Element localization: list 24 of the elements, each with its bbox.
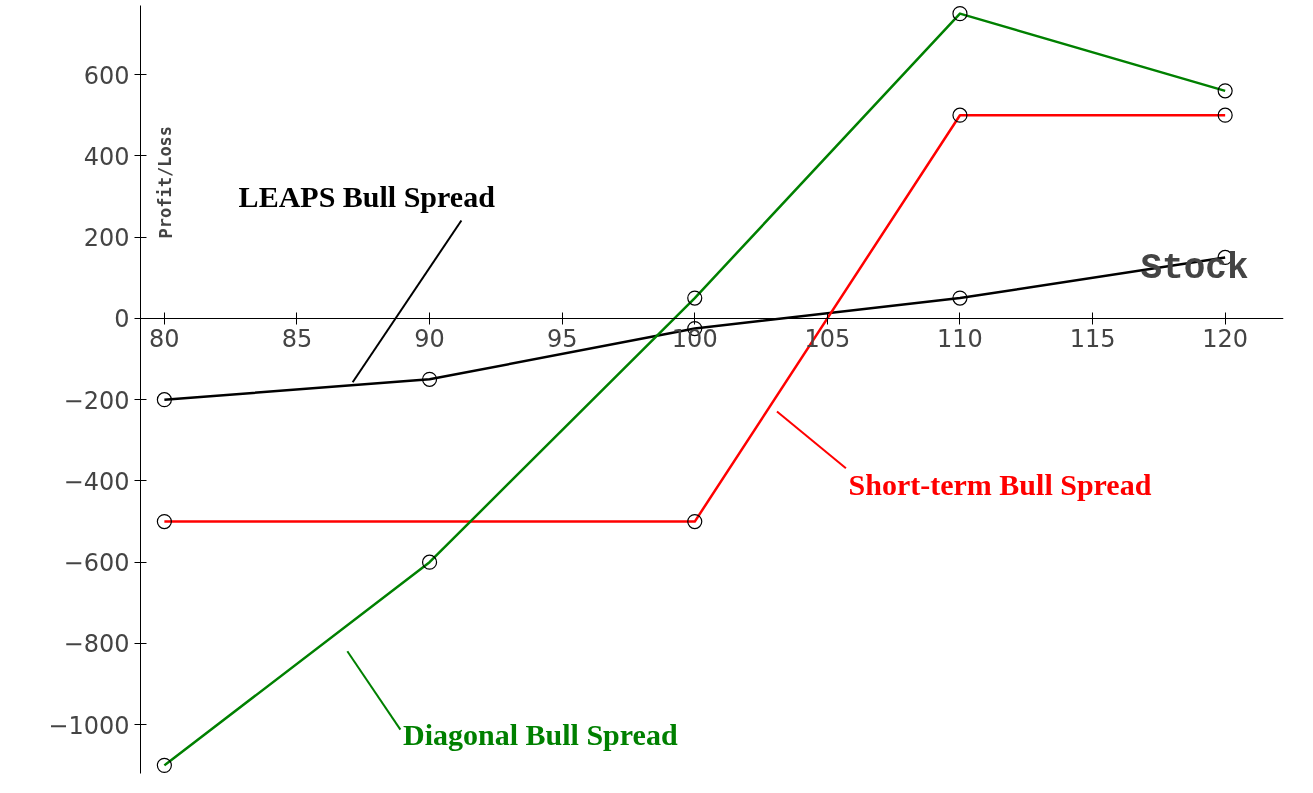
text: LEAPS Bull Spread — [238, 179, 496, 213]
y-tick-label: −600 — [63, 549, 130, 578]
x-tick-label: 100 — [671, 325, 718, 354]
y-tick-label: −400 — [63, 467, 130, 496]
text: Diagonal Bull Spread — [403, 717, 678, 751]
y-tick-label: −800 — [63, 630, 130, 659]
x-tick-label: 115 — [1069, 325, 1116, 354]
y-tick-label: −200 — [63, 386, 130, 415]
point — [421, 371, 438, 387]
x-tick-label: 120 — [1202, 325, 1249, 354]
x-tick-label: 85 — [281, 325, 313, 354]
x-tick-label: 110 — [937, 325, 983, 354]
y-tick-label: 0 — [114, 305, 130, 334]
y-axis-title: Profit/Loss — [155, 125, 176, 239]
x-tick-label: 80 — [149, 325, 180, 354]
point — [952, 290, 968, 306]
y-tick-label: 200 — [83, 224, 130, 253]
y-tick-label: 400 — [83, 142, 130, 171]
x-tick-label: 95 — [546, 325, 578, 354]
point — [156, 392, 172, 408]
x-tick-label: 90 — [414, 325, 445, 354]
text: Short-term Bull Spread — [848, 468, 1152, 502]
y-tick-label: −1000 — [48, 711, 130, 740]
y-tick-label: 600 — [83, 61, 130, 90]
